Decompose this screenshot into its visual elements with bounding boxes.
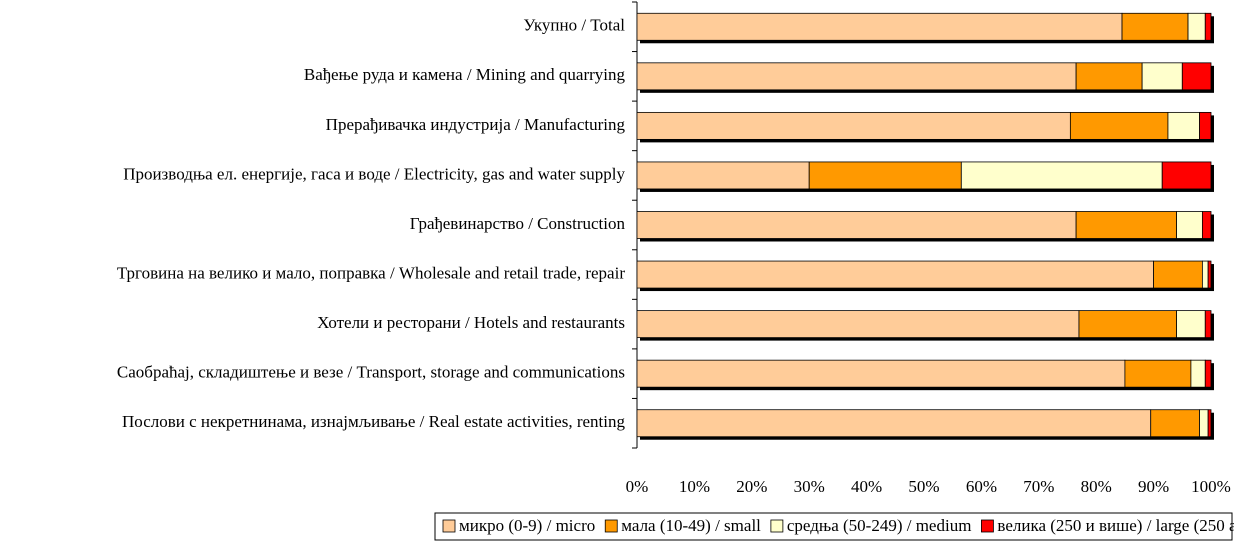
bar-segment <box>1150 409 1200 438</box>
bar-segment <box>636 310 1080 339</box>
legend-label: микро (0-9) / micro <box>459 516 595 535</box>
x-tick-label: 0% <box>626 477 649 496</box>
bar-segment <box>636 62 1077 91</box>
x-tick-label: 40% <box>851 477 882 496</box>
y-tick-label: Хотели и ресторани / Hotels and restaura… <box>317 313 625 332</box>
bar-segment <box>1121 12 1189 41</box>
y-tick-label: Производња ел. енергије, гаса и воде / E… <box>123 164 625 183</box>
legend: микро (0-9) / micro мала (10-49) / small с… <box>434 512 1234 541</box>
bar-segment <box>1078 310 1177 339</box>
bar-segment <box>960 161 1163 190</box>
x-tick-label: 70% <box>1023 477 1054 496</box>
legend-swatch <box>604 519 618 533</box>
legend-label: средња (50-249) / medium <box>787 516 972 535</box>
legend-swatch <box>981 519 994 533</box>
bar-segment <box>1176 310 1206 339</box>
legend-swatch <box>442 519 456 533</box>
bar-segment <box>1176 211 1203 239</box>
x-tick-label: 30% <box>794 477 825 496</box>
bar-segment <box>636 359 1126 388</box>
legend-box <box>434 512 1233 541</box>
bar-segment <box>1204 359 1212 388</box>
bar-segment <box>1204 310 1212 339</box>
bar-segment <box>636 409 1152 438</box>
bar-segment <box>1069 111 1169 140</box>
x-tick-label: 60% <box>966 477 997 496</box>
y-tick-label: Грађевинарство / Construction <box>410 214 626 233</box>
bar-segment <box>1153 260 1203 289</box>
bar-segment <box>1207 409 1212 438</box>
bar-segment <box>1201 211 1212 239</box>
bar-segment <box>808 161 962 190</box>
bar-segment <box>1204 12 1212 41</box>
bar-segment <box>636 161 810 190</box>
y-tick-label: Прерађивачка индустрија / Manufacturing <box>326 115 626 134</box>
bar-segment <box>636 260 1154 289</box>
legend-label: мала (10-49) / small <box>621 516 761 535</box>
x-tick-label: 90% <box>1138 477 1169 496</box>
bar-segment <box>636 111 1071 140</box>
bar-segment <box>636 211 1077 239</box>
bar-segment <box>1141 62 1183 91</box>
y-tick-label: Трговина на велико и мало, поправка / Wh… <box>117 263 626 282</box>
bar-segment <box>1075 211 1177 239</box>
bar-segment <box>1199 111 1212 140</box>
bar-segment <box>1167 111 1200 140</box>
x-tick-label: 10% <box>679 477 710 496</box>
bar-segment <box>1190 359 1206 388</box>
bar-segment <box>1161 161 1212 190</box>
bar-segment <box>1199 409 1209 438</box>
bar-segment <box>1075 62 1143 91</box>
y-tick-label: Укупно / Total <box>523 16 625 35</box>
y-tick-label: Вађење руда и камена / Mining and quarry… <box>304 65 626 84</box>
y-tick-label: Послови с некретнинама, изнајмљивање / R… <box>122 412 625 431</box>
x-tick-label: 20% <box>736 477 767 496</box>
bar-segment <box>1124 359 1192 388</box>
legend-label: велика (250 и више) / large (250 and mor… <box>997 516 1234 535</box>
bar-segment <box>1187 12 1206 41</box>
bar-segment <box>1181 62 1212 91</box>
bar-segment <box>1201 260 1209 289</box>
bar-segment <box>1207 260 1212 289</box>
y-tick-label: Саобраћај, складиштење и везе / Transpor… <box>117 363 625 382</box>
x-tick-label: 50% <box>908 477 939 496</box>
bar-segment <box>636 12 1123 41</box>
legend-swatch <box>770 519 784 533</box>
x-tick-label: 80% <box>1081 477 1112 496</box>
x-tick-label: 100% <box>1191 477 1231 496</box>
